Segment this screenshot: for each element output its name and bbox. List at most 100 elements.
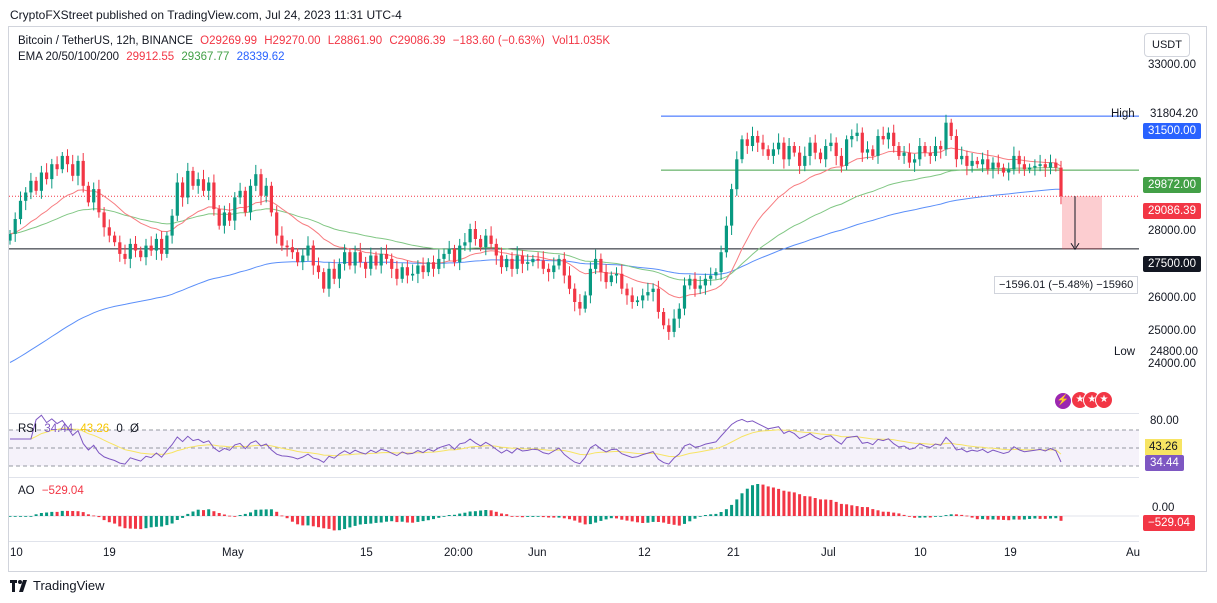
candle-body bbox=[682, 285, 687, 309]
ao-bar bbox=[819, 499, 822, 516]
ohlc-close: C29086.39 bbox=[389, 35, 446, 47]
candle-body bbox=[970, 160, 974, 166]
candle-body bbox=[907, 152, 911, 163]
ao-legend-name[interactable]: AO bbox=[18, 485, 35, 497]
ao-bar bbox=[29, 516, 33, 517]
candle-body bbox=[724, 225, 728, 253]
ao-bar bbox=[165, 516, 169, 526]
symbol-title[interactable]: Bitcoin / TetherUS, 12h, BINANCE bbox=[18, 35, 193, 47]
ao-bar bbox=[442, 516, 446, 517]
price-chart[interactable] bbox=[9, 60, 1139, 410]
ao-bar bbox=[599, 516, 603, 521]
low-label: Low bbox=[1114, 346, 1136, 358]
candle-body bbox=[181, 182, 185, 198]
ao-legend-value: −529.04 bbox=[41, 485, 84, 497]
ohlc-high: H29270.00 bbox=[264, 35, 321, 47]
ao-bar bbox=[515, 516, 519, 517]
candle-body bbox=[39, 172, 43, 191]
ao-bar bbox=[353, 516, 357, 526]
ao-bar bbox=[1043, 516, 1047, 519]
ao-bar bbox=[45, 512, 49, 516]
ema50-value: 29367.77 bbox=[181, 51, 230, 63]
ao-bar bbox=[107, 516, 111, 523]
currency-button[interactable]: USDT bbox=[1144, 33, 1190, 57]
candle-body bbox=[196, 179, 200, 186]
candle-body bbox=[635, 300, 640, 303]
ao-bar bbox=[667, 516, 671, 524]
candle-body bbox=[76, 160, 80, 176]
ao-bar bbox=[745, 488, 749, 516]
ao-bar bbox=[944, 515, 948, 516]
time-tick-label: 12 bbox=[638, 547, 651, 559]
candle-body bbox=[18, 200, 23, 220]
candle-body bbox=[651, 288, 655, 292]
ao-bar bbox=[275, 511, 279, 516]
ao-bar bbox=[249, 512, 252, 516]
tradingview-logo[interactable]: TradingView bbox=[10, 578, 105, 593]
candle-body bbox=[290, 247, 294, 253]
ao-bar bbox=[13, 516, 17, 517]
candle-body bbox=[301, 255, 305, 263]
ao-bar bbox=[845, 504, 849, 516]
ao-bar bbox=[677, 516, 681, 526]
candle-body bbox=[547, 268, 551, 273]
candle-body bbox=[871, 149, 875, 156]
ema20-line bbox=[9, 147, 1062, 299]
rsi-pane[interactable] bbox=[9, 414, 1139, 476]
ema-legend: EMA 20/50/100/200 29912.55 29367.77 2833… bbox=[18, 51, 289, 63]
candle-body bbox=[358, 252, 362, 263]
ao-bar bbox=[897, 513, 901, 516]
ao-bar bbox=[568, 516, 571, 520]
rsi-value-tag: 34.44 bbox=[1145, 455, 1184, 471]
rsi-legend: RSI 34.44 43.26 0 Ø bbox=[18, 423, 143, 435]
ao-bar bbox=[458, 513, 462, 516]
candle-body bbox=[902, 152, 906, 156]
candle-body bbox=[646, 292, 650, 296]
ao-bar bbox=[259, 509, 263, 516]
ao-bar bbox=[583, 516, 587, 525]
rsi-legend-name[interactable]: RSI bbox=[18, 423, 38, 435]
ao-bar bbox=[196, 509, 200, 516]
ao-pane[interactable] bbox=[9, 478, 1139, 538]
candle-body bbox=[1007, 169, 1011, 173]
rsi-ma-legend-value: 43.26 bbox=[80, 423, 110, 435]
candle-body bbox=[280, 235, 284, 246]
candle-body bbox=[86, 185, 90, 203]
us-flag-icon[interactable]: ★ bbox=[1095, 391, 1113, 409]
candle-body bbox=[981, 159, 985, 165]
pane-divider[interactable] bbox=[9, 413, 1139, 414]
ao-bar bbox=[625, 516, 629, 521]
candle-body bbox=[939, 146, 943, 150]
candle-body bbox=[913, 159, 917, 163]
pane-divider[interactable] bbox=[9, 477, 1139, 478]
candle-body bbox=[881, 136, 885, 140]
candle-body bbox=[672, 318, 676, 332]
candle-body bbox=[128, 243, 132, 259]
level-31500-tag: 31500.00 bbox=[1143, 123, 1201, 139]
ao-bar bbox=[358, 516, 362, 525]
ao-bar bbox=[557, 516, 561, 518]
candle-body bbox=[620, 273, 624, 289]
candle-body bbox=[923, 146, 927, 153]
ao-bar bbox=[604, 516, 608, 520]
lightning-icon[interactable]: ⚡ bbox=[1055, 393, 1071, 409]
price-tick-label: 26000.00 bbox=[1148, 291, 1196, 304]
candle-body bbox=[933, 146, 938, 156]
ao-bar bbox=[432, 516, 435, 520]
candle-body bbox=[458, 245, 462, 263]
candle-body bbox=[149, 245, 153, 251]
candle-body bbox=[107, 227, 111, 236]
time-tick-label: 19 bbox=[1004, 547, 1017, 559]
ao-bar bbox=[913, 516, 917, 518]
ao-bar bbox=[703, 515, 707, 516]
ema-title[interactable]: EMA 20/50/100/200 bbox=[18, 51, 120, 63]
ao-bar bbox=[468, 511, 472, 516]
ao-bar bbox=[154, 516, 158, 527]
candle-body bbox=[327, 268, 331, 289]
candle-body bbox=[154, 238, 158, 251]
ao-bar bbox=[829, 499, 833, 516]
ao-bar bbox=[118, 516, 122, 527]
ao-bar bbox=[39, 513, 43, 516]
candle-body bbox=[364, 262, 368, 269]
ao-bar bbox=[385, 516, 388, 522]
